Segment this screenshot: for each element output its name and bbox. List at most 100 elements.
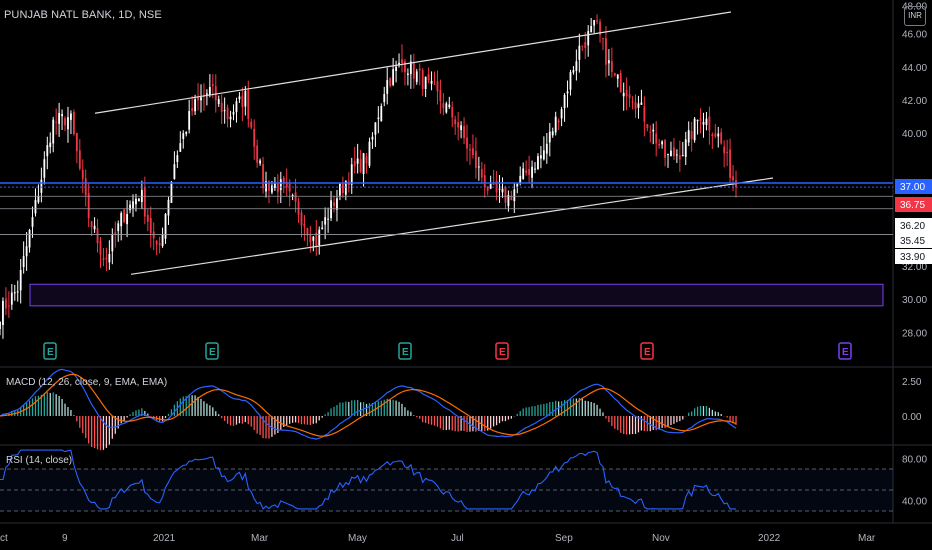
candle-body	[548, 131, 551, 143]
candle-body	[330, 200, 332, 219]
candle-body	[87, 193, 90, 219]
candle-body	[610, 61, 613, 73]
candle-body	[22, 256, 25, 268]
earnings-icon[interactable]	[495, 342, 509, 360]
candle-body	[259, 160, 262, 164]
candle-body	[631, 101, 634, 103]
earnings-icon[interactable]	[43, 342, 57, 360]
earnings-icon[interactable]	[838, 342, 852, 360]
candle-body	[729, 149, 732, 178]
earnings-icon[interactable]	[640, 342, 654, 360]
support-zone-box[interactable]	[29, 283, 884, 307]
candle-body	[188, 111, 191, 130]
candle-body	[247, 90, 250, 119]
earnings-icon[interactable]	[205, 342, 219, 360]
candle-body	[170, 181, 173, 203]
candle-body	[58, 113, 61, 124]
candle-body	[356, 158, 359, 164]
candle-body	[194, 99, 197, 112]
candle-body	[102, 258, 105, 261]
price-tag[interactable]	[895, 218, 932, 233]
candle-body	[315, 232, 318, 246]
channel-lower-trendline[interactable]	[130, 177, 774, 275]
candle-body	[593, 20, 596, 26]
candle-body	[155, 240, 158, 245]
candle-body	[531, 166, 533, 178]
earnings-icon[interactable]	[398, 342, 412, 360]
candle-body	[513, 189, 516, 201]
candle-body	[401, 59, 403, 64]
candle-body	[480, 169, 483, 178]
candle-body	[705, 118, 708, 125]
macd-indicator-label[interactable]: MACD (12, 26, close, 9, EMA, EMA)	[6, 377, 168, 388]
candle-body	[693, 118, 696, 141]
price-axis-tick: 30.00	[902, 295, 927, 306]
candle-body	[226, 107, 229, 120]
time-axis-tick: 9	[62, 533, 68, 544]
candle-body	[191, 108, 194, 111]
currency-badge[interactable]: INR	[904, 6, 926, 26]
candle-body	[578, 45, 581, 60]
candle-body	[64, 118, 66, 126]
candle-body	[616, 74, 619, 79]
candle-body	[380, 106, 383, 122]
time-axis-tick: Mar	[251, 533, 269, 544]
candle-body	[176, 155, 179, 162]
candle-body	[519, 175, 522, 184]
candle-body	[161, 235, 164, 247]
macd-signal-line	[0, 373, 737, 437]
candle-body	[622, 92, 625, 97]
candle-body	[214, 86, 217, 101]
candle-body	[436, 81, 439, 92]
candle-body	[223, 110, 226, 112]
candle-body	[673, 147, 675, 157]
candle-body	[300, 212, 303, 226]
candle-body	[542, 150, 545, 160]
symbol-title[interactable]: PUNJAB NATL BANK, 1D, NSE	[4, 9, 162, 21]
time-axis-tick: May	[348, 533, 367, 544]
candle-body	[566, 91, 569, 94]
candle-body	[675, 154, 678, 156]
candle-body	[238, 96, 241, 100]
candle-body	[132, 201, 134, 209]
rsi-axis-tick: 80.00	[902, 455, 927, 466]
candle-body	[424, 76, 427, 90]
candle-body	[0, 321, 1, 330]
price-axis-tick: 28.00	[902, 328, 927, 339]
candle-body	[75, 132, 78, 152]
candle-body	[528, 168, 531, 175]
candle-body	[294, 192, 297, 202]
candle-body	[466, 137, 468, 149]
candle-body	[117, 223, 120, 232]
macd-line	[0, 368, 737, 440]
candle-body	[61, 114, 63, 117]
candle-body	[105, 257, 108, 260]
price-tag[interactable]	[895, 179, 932, 194]
candle-body	[359, 159, 362, 173]
price-tag-label: 36.20	[900, 221, 925, 232]
candle-body	[309, 235, 312, 243]
candle-body	[386, 80, 389, 94]
candle-body	[445, 103, 448, 113]
candle-body	[489, 184, 492, 189]
candle-body	[720, 132, 723, 144]
price-tag[interactable]	[895, 197, 932, 212]
candle-body	[412, 62, 415, 79]
candle-body	[599, 21, 601, 35]
candle-body	[498, 188, 501, 190]
candle-body	[4, 298, 7, 309]
candle-body	[732, 176, 734, 181]
candle-body	[37, 196, 40, 203]
candle-body	[99, 240, 102, 255]
rsi-indicator-label[interactable]: RSI (14, close)	[6, 455, 73, 466]
candle-body	[563, 94, 566, 109]
candle-body	[723, 146, 726, 154]
channel-upper-trendline[interactable]	[94, 11, 732, 114]
earnings-icon-label: E	[499, 347, 506, 358]
candle-body	[336, 198, 338, 210]
candle-body	[643, 106, 646, 122]
candle-body	[232, 112, 235, 115]
price-tag[interactable]	[895, 233, 932, 248]
price-tag[interactable]	[895, 249, 932, 264]
